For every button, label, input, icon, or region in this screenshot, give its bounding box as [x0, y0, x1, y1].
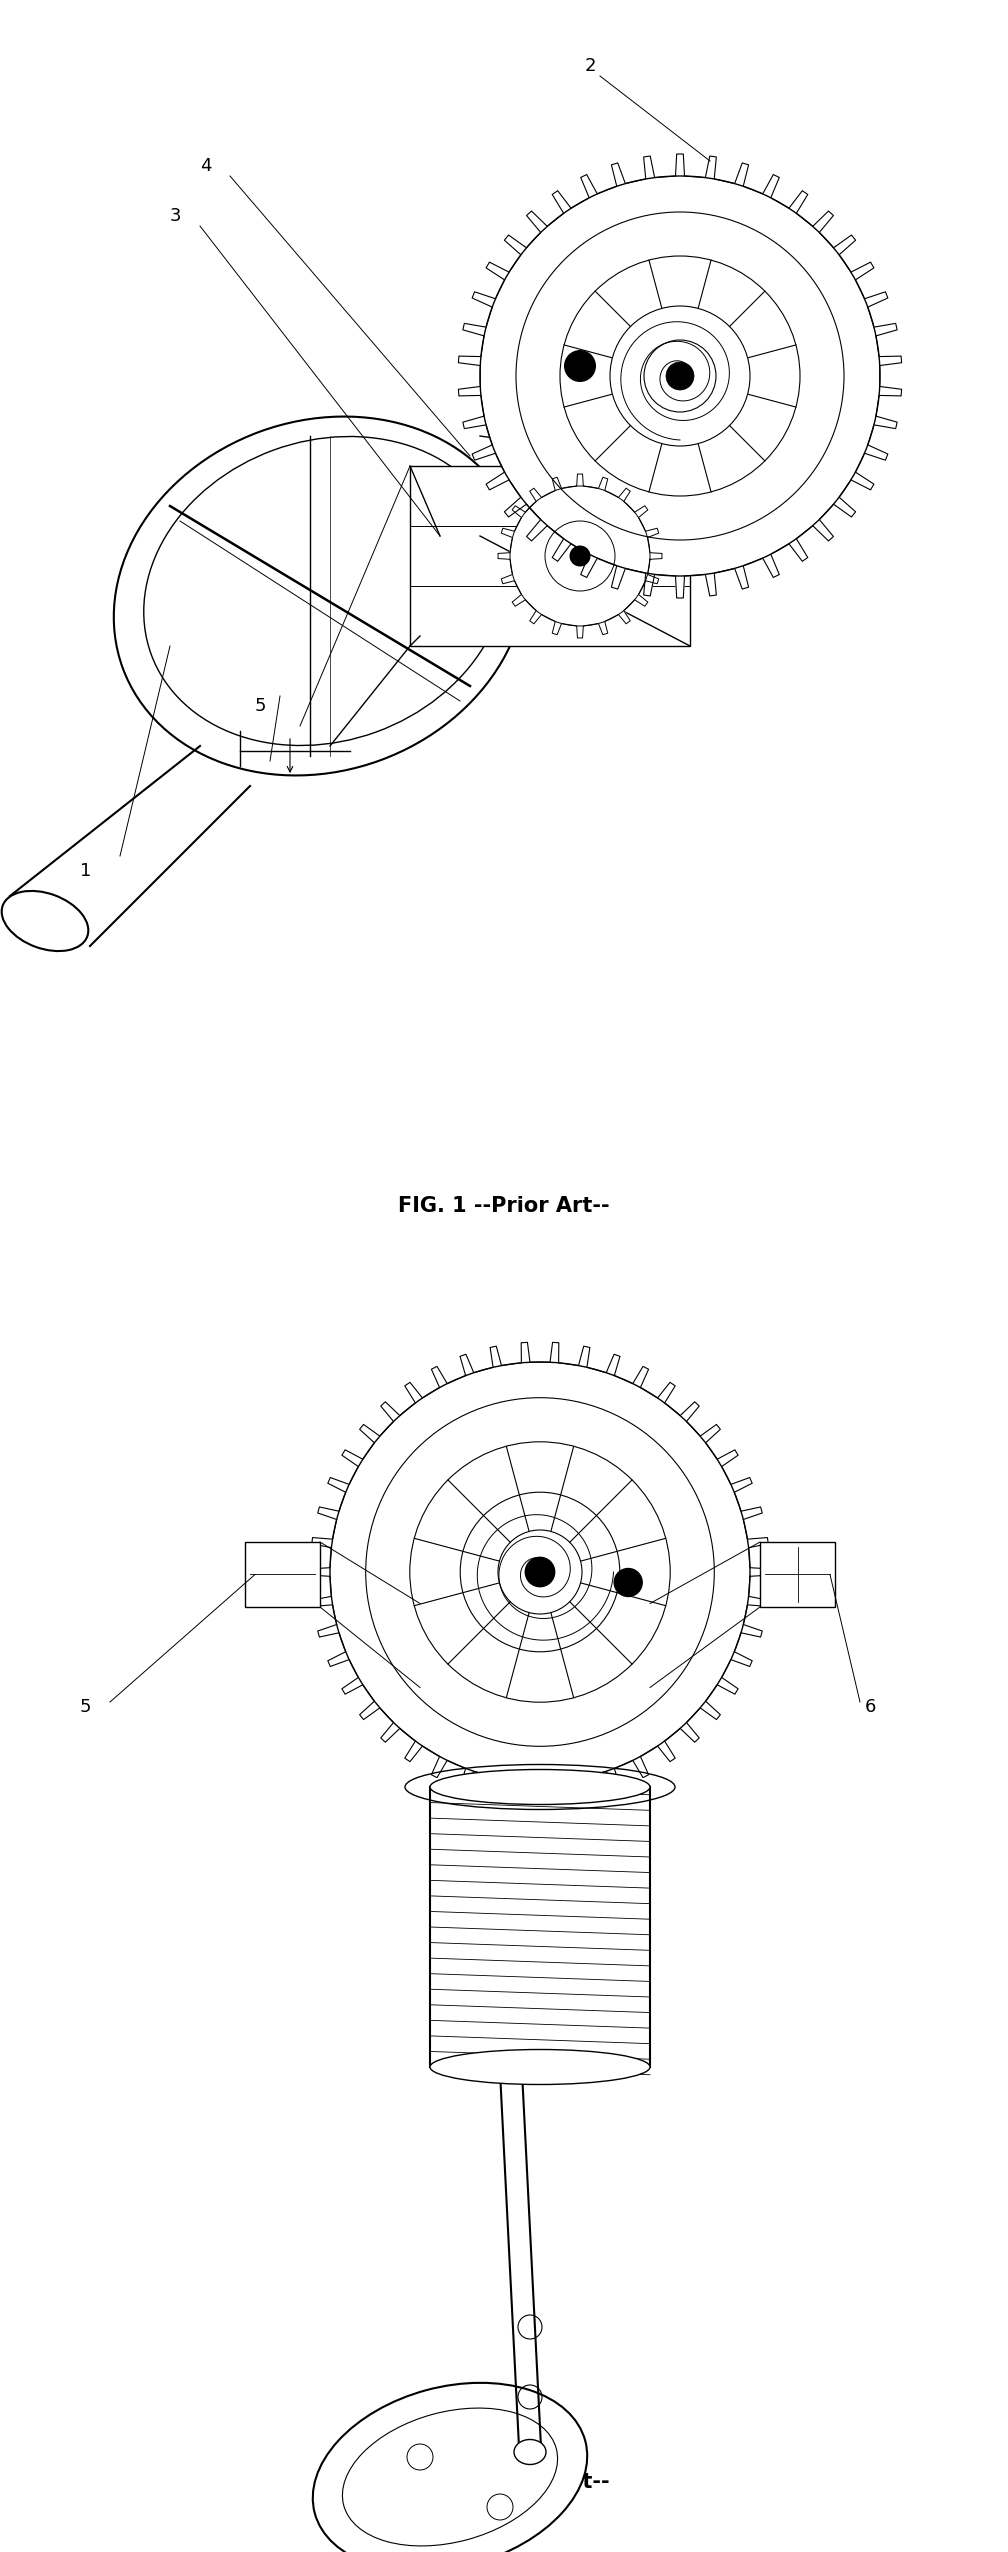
- Text: 6: 6: [865, 1697, 876, 1715]
- Text: 3: 3: [170, 207, 181, 225]
- Circle shape: [614, 1567, 643, 1598]
- Text: 4: 4: [200, 158, 212, 176]
- FancyBboxPatch shape: [760, 1541, 835, 1608]
- Ellipse shape: [514, 2440, 546, 2465]
- Text: 5: 5: [80, 1697, 92, 1715]
- FancyBboxPatch shape: [410, 467, 690, 646]
- Circle shape: [666, 362, 694, 390]
- Circle shape: [560, 255, 800, 495]
- Text: 1: 1: [80, 863, 92, 880]
- Ellipse shape: [312, 2384, 588, 2552]
- Ellipse shape: [114, 416, 526, 776]
- Ellipse shape: [2, 891, 89, 952]
- FancyBboxPatch shape: [245, 1541, 320, 1608]
- Circle shape: [564, 350, 596, 383]
- Text: FIG. 2 --Prior Art--: FIG. 2 --Prior Art--: [398, 2473, 610, 2491]
- Circle shape: [570, 546, 591, 567]
- Ellipse shape: [430, 2049, 650, 2085]
- Text: FIG. 1 --Prior Art--: FIG. 1 --Prior Art--: [398, 1197, 610, 1215]
- Polygon shape: [459, 153, 901, 597]
- Text: 5: 5: [255, 697, 266, 715]
- Ellipse shape: [430, 1769, 650, 1804]
- Circle shape: [525, 1557, 554, 1587]
- Text: 2: 2: [585, 56, 597, 74]
- Polygon shape: [498, 475, 662, 638]
- Polygon shape: [310, 1342, 770, 1802]
